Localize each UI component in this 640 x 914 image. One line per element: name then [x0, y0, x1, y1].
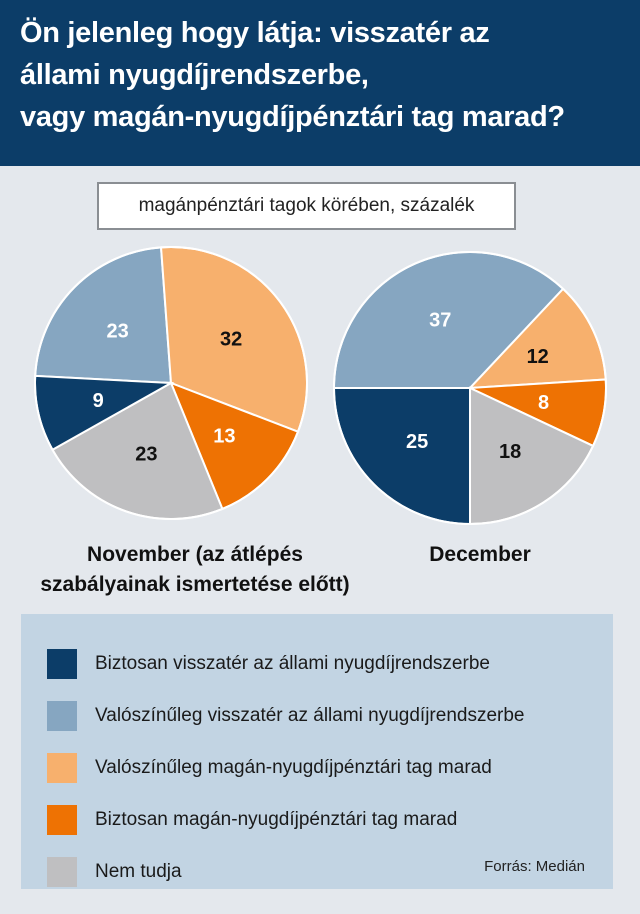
chart-header: Ön jelenleg hogy látja: visszatér az áll…	[0, 0, 640, 166]
legend-item: Biztosan magán-nyugdíjpénztári tag marad	[47, 794, 613, 846]
pie-slice-label: 18	[499, 441, 521, 463]
legend-item: Biztosan visszatér az állami nyugdíjrend…	[47, 638, 613, 690]
legend-swatch	[47, 805, 77, 835]
legend-label: Biztosan visszatér az állami nyugdíjrend…	[95, 653, 490, 674]
pie-slice-label: 23	[106, 321, 128, 343]
title-line-3: vagy magán-nyugdíjpénztári tag marad?	[20, 101, 565, 133]
source-note: Forrás: Medián	[484, 858, 585, 875]
pie-november: 23 32 13 23 9	[34, 246, 308, 520]
pie-slice-label: 9	[93, 390, 104, 412]
pie-slice-label: 37	[429, 309, 451, 331]
pie-title-december-line-1: December	[429, 543, 531, 566]
pie-slice-label: 8	[538, 392, 549, 414]
chart-subtitle: magánpénztári tagok körében, százalék	[97, 182, 516, 230]
pie-charts: 23 32 13 23 9 37 12 8 18 25	[34, 246, 607, 526]
legend: Biztosan visszatér az állami nyugdíjrend…	[21, 614, 613, 889]
title-line-2: állami nyugdíjrendszerbe,	[20, 59, 369, 91]
legend-swatch	[47, 857, 77, 887]
title-line-1: Ön jelenleg hogy látja: visszatér az	[20, 17, 490, 49]
legend-swatch	[47, 753, 77, 783]
pie-slice-label: 13	[213, 425, 235, 447]
pie-title-november: November (az átlépés szabályainak ismert…	[20, 540, 370, 600]
pie-outline	[333, 251, 607, 525]
legend-item: Valószínűleg magán-nyugdíjpénztári tag m…	[47, 742, 613, 794]
legend-item: Valószínűleg visszatér az állami nyugdíj…	[47, 690, 613, 742]
pie-title-november-line-2: szabályainak ismertetése előtt)	[40, 573, 350, 596]
pie-slice-label: 32	[220, 328, 242, 350]
pie-slice-label: 12	[527, 346, 549, 368]
legend-label: Valószínűleg visszatér az állami nyugdíj…	[95, 705, 525, 726]
pie-slice-label: 23	[135, 444, 157, 466]
legend-label: Biztosan magán-nyugdíjpénztári tag marad	[95, 809, 458, 830]
pie-december: 37 12 8 18 25	[332, 251, 607, 526]
pie-outline	[34, 246, 308, 520]
pie-slice	[332, 387, 471, 526]
pie-title-december: December	[380, 540, 580, 570]
legend-label: Nem tudja	[95, 861, 182, 882]
legend-item: Nem tudja	[47, 846, 613, 898]
legend-label: Valószínűleg magán-nyugdíjpénztári tag m…	[95, 757, 492, 778]
legend-swatch	[47, 701, 77, 731]
legend-swatch	[47, 649, 77, 679]
pie-title-november-line-1: November (az átlépés	[87, 543, 303, 566]
pie-slice	[34, 246, 173, 385]
pie-slice-label: 25	[406, 431, 428, 453]
